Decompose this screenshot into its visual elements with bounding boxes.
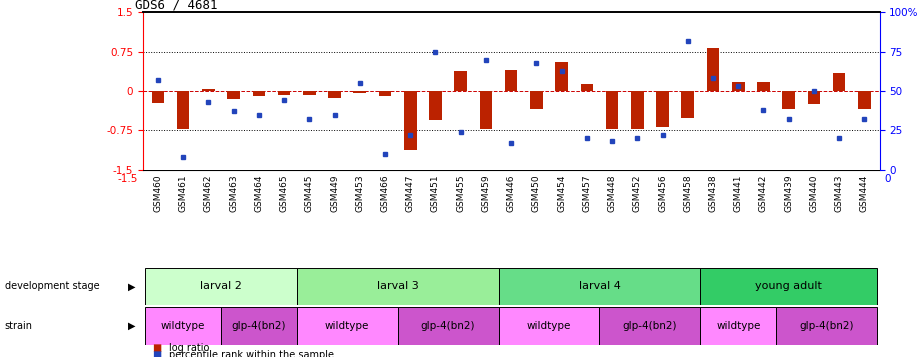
Bar bbox=[732, 82, 744, 91]
Text: wildtype: wildtype bbox=[527, 321, 571, 331]
Text: GSM438: GSM438 bbox=[708, 174, 717, 212]
Text: GSM439: GSM439 bbox=[784, 174, 793, 212]
Text: GSM440: GSM440 bbox=[810, 174, 819, 212]
Bar bbox=[657, 91, 669, 127]
Text: GSM446: GSM446 bbox=[507, 174, 516, 212]
Text: GSM460: GSM460 bbox=[154, 174, 162, 212]
Bar bbox=[328, 91, 341, 98]
Text: wildtype: wildtype bbox=[161, 321, 205, 331]
Bar bbox=[404, 91, 416, 150]
Text: GSM449: GSM449 bbox=[330, 174, 339, 212]
Text: GSM461: GSM461 bbox=[179, 174, 188, 212]
Bar bbox=[631, 91, 644, 129]
Bar bbox=[580, 84, 593, 91]
Text: GSM453: GSM453 bbox=[356, 174, 365, 212]
Bar bbox=[700, 268, 877, 305]
Text: ■: ■ bbox=[152, 350, 161, 357]
Bar bbox=[480, 91, 492, 129]
Bar bbox=[152, 91, 164, 102]
Text: larval 2: larval 2 bbox=[200, 281, 242, 292]
Text: GSM459: GSM459 bbox=[482, 174, 490, 212]
Text: larval 3: larval 3 bbox=[377, 281, 418, 292]
Text: 0: 0 bbox=[884, 174, 891, 184]
Text: ▶: ▶ bbox=[128, 321, 135, 331]
Text: young adult: young adult bbox=[755, 281, 822, 292]
Text: glp-4(bn2): glp-4(bn2) bbox=[799, 321, 854, 331]
Text: glp-4(bn2): glp-4(bn2) bbox=[623, 321, 677, 331]
Bar bbox=[757, 82, 770, 91]
Bar bbox=[429, 91, 442, 120]
Text: GSM466: GSM466 bbox=[380, 174, 390, 212]
Text: ▶: ▶ bbox=[128, 281, 135, 292]
Text: GSM463: GSM463 bbox=[229, 174, 239, 212]
Bar bbox=[555, 62, 568, 91]
Text: GSM441: GSM441 bbox=[734, 174, 742, 212]
Bar bbox=[833, 73, 845, 91]
Text: GSM465: GSM465 bbox=[280, 174, 288, 212]
Bar bbox=[297, 307, 398, 345]
Bar bbox=[146, 307, 221, 345]
Bar bbox=[177, 91, 190, 129]
Text: GSM444: GSM444 bbox=[860, 174, 869, 212]
Text: glp-4(bn2): glp-4(bn2) bbox=[231, 321, 286, 331]
Text: GSM443: GSM443 bbox=[834, 174, 844, 212]
Bar bbox=[606, 91, 618, 129]
Bar bbox=[398, 307, 498, 345]
Bar bbox=[808, 91, 821, 104]
Text: ■: ■ bbox=[152, 343, 161, 353]
Bar bbox=[303, 91, 316, 95]
Bar bbox=[221, 307, 297, 345]
Bar bbox=[278, 91, 290, 95]
Text: GSM448: GSM448 bbox=[608, 174, 616, 212]
Bar bbox=[700, 307, 776, 345]
Text: log ratio: log ratio bbox=[169, 343, 209, 353]
Text: GSM456: GSM456 bbox=[658, 174, 667, 212]
Text: -1.5: -1.5 bbox=[118, 174, 138, 184]
Bar bbox=[297, 268, 498, 305]
Text: development stage: development stage bbox=[5, 281, 99, 292]
Text: GSM452: GSM452 bbox=[633, 174, 642, 212]
Bar bbox=[783, 91, 795, 109]
Bar bbox=[776, 307, 877, 345]
Text: GSM458: GSM458 bbox=[683, 174, 693, 212]
Bar bbox=[530, 91, 542, 109]
Text: wildtype: wildtype bbox=[716, 321, 761, 331]
Text: GSM445: GSM445 bbox=[305, 174, 314, 212]
Text: GSM464: GSM464 bbox=[254, 174, 263, 212]
Bar bbox=[706, 48, 719, 91]
Text: percentile rank within the sample: percentile rank within the sample bbox=[169, 350, 333, 357]
Bar bbox=[354, 91, 366, 93]
Text: strain: strain bbox=[5, 321, 32, 331]
Text: GSM457: GSM457 bbox=[582, 174, 591, 212]
Bar bbox=[858, 91, 870, 109]
Bar bbox=[454, 71, 467, 91]
Bar bbox=[227, 91, 239, 99]
Bar bbox=[202, 89, 215, 91]
Text: GSM450: GSM450 bbox=[532, 174, 541, 212]
Bar bbox=[379, 91, 391, 96]
Text: GSM454: GSM454 bbox=[557, 174, 566, 212]
Bar bbox=[505, 70, 518, 91]
Text: glp-4(bn2): glp-4(bn2) bbox=[421, 321, 475, 331]
Bar bbox=[498, 268, 700, 305]
Text: GDS6 / 4681: GDS6 / 4681 bbox=[135, 0, 218, 11]
Text: GSM462: GSM462 bbox=[204, 174, 213, 212]
Text: larval 4: larval 4 bbox=[578, 281, 621, 292]
Text: wildtype: wildtype bbox=[325, 321, 369, 331]
Bar bbox=[252, 91, 265, 96]
Text: GSM455: GSM455 bbox=[456, 174, 465, 212]
Bar bbox=[498, 307, 600, 345]
Bar bbox=[146, 268, 297, 305]
Text: GSM447: GSM447 bbox=[406, 174, 414, 212]
Text: GSM451: GSM451 bbox=[431, 174, 440, 212]
Bar bbox=[600, 307, 700, 345]
Bar bbox=[682, 91, 694, 118]
Text: GSM442: GSM442 bbox=[759, 174, 768, 212]
